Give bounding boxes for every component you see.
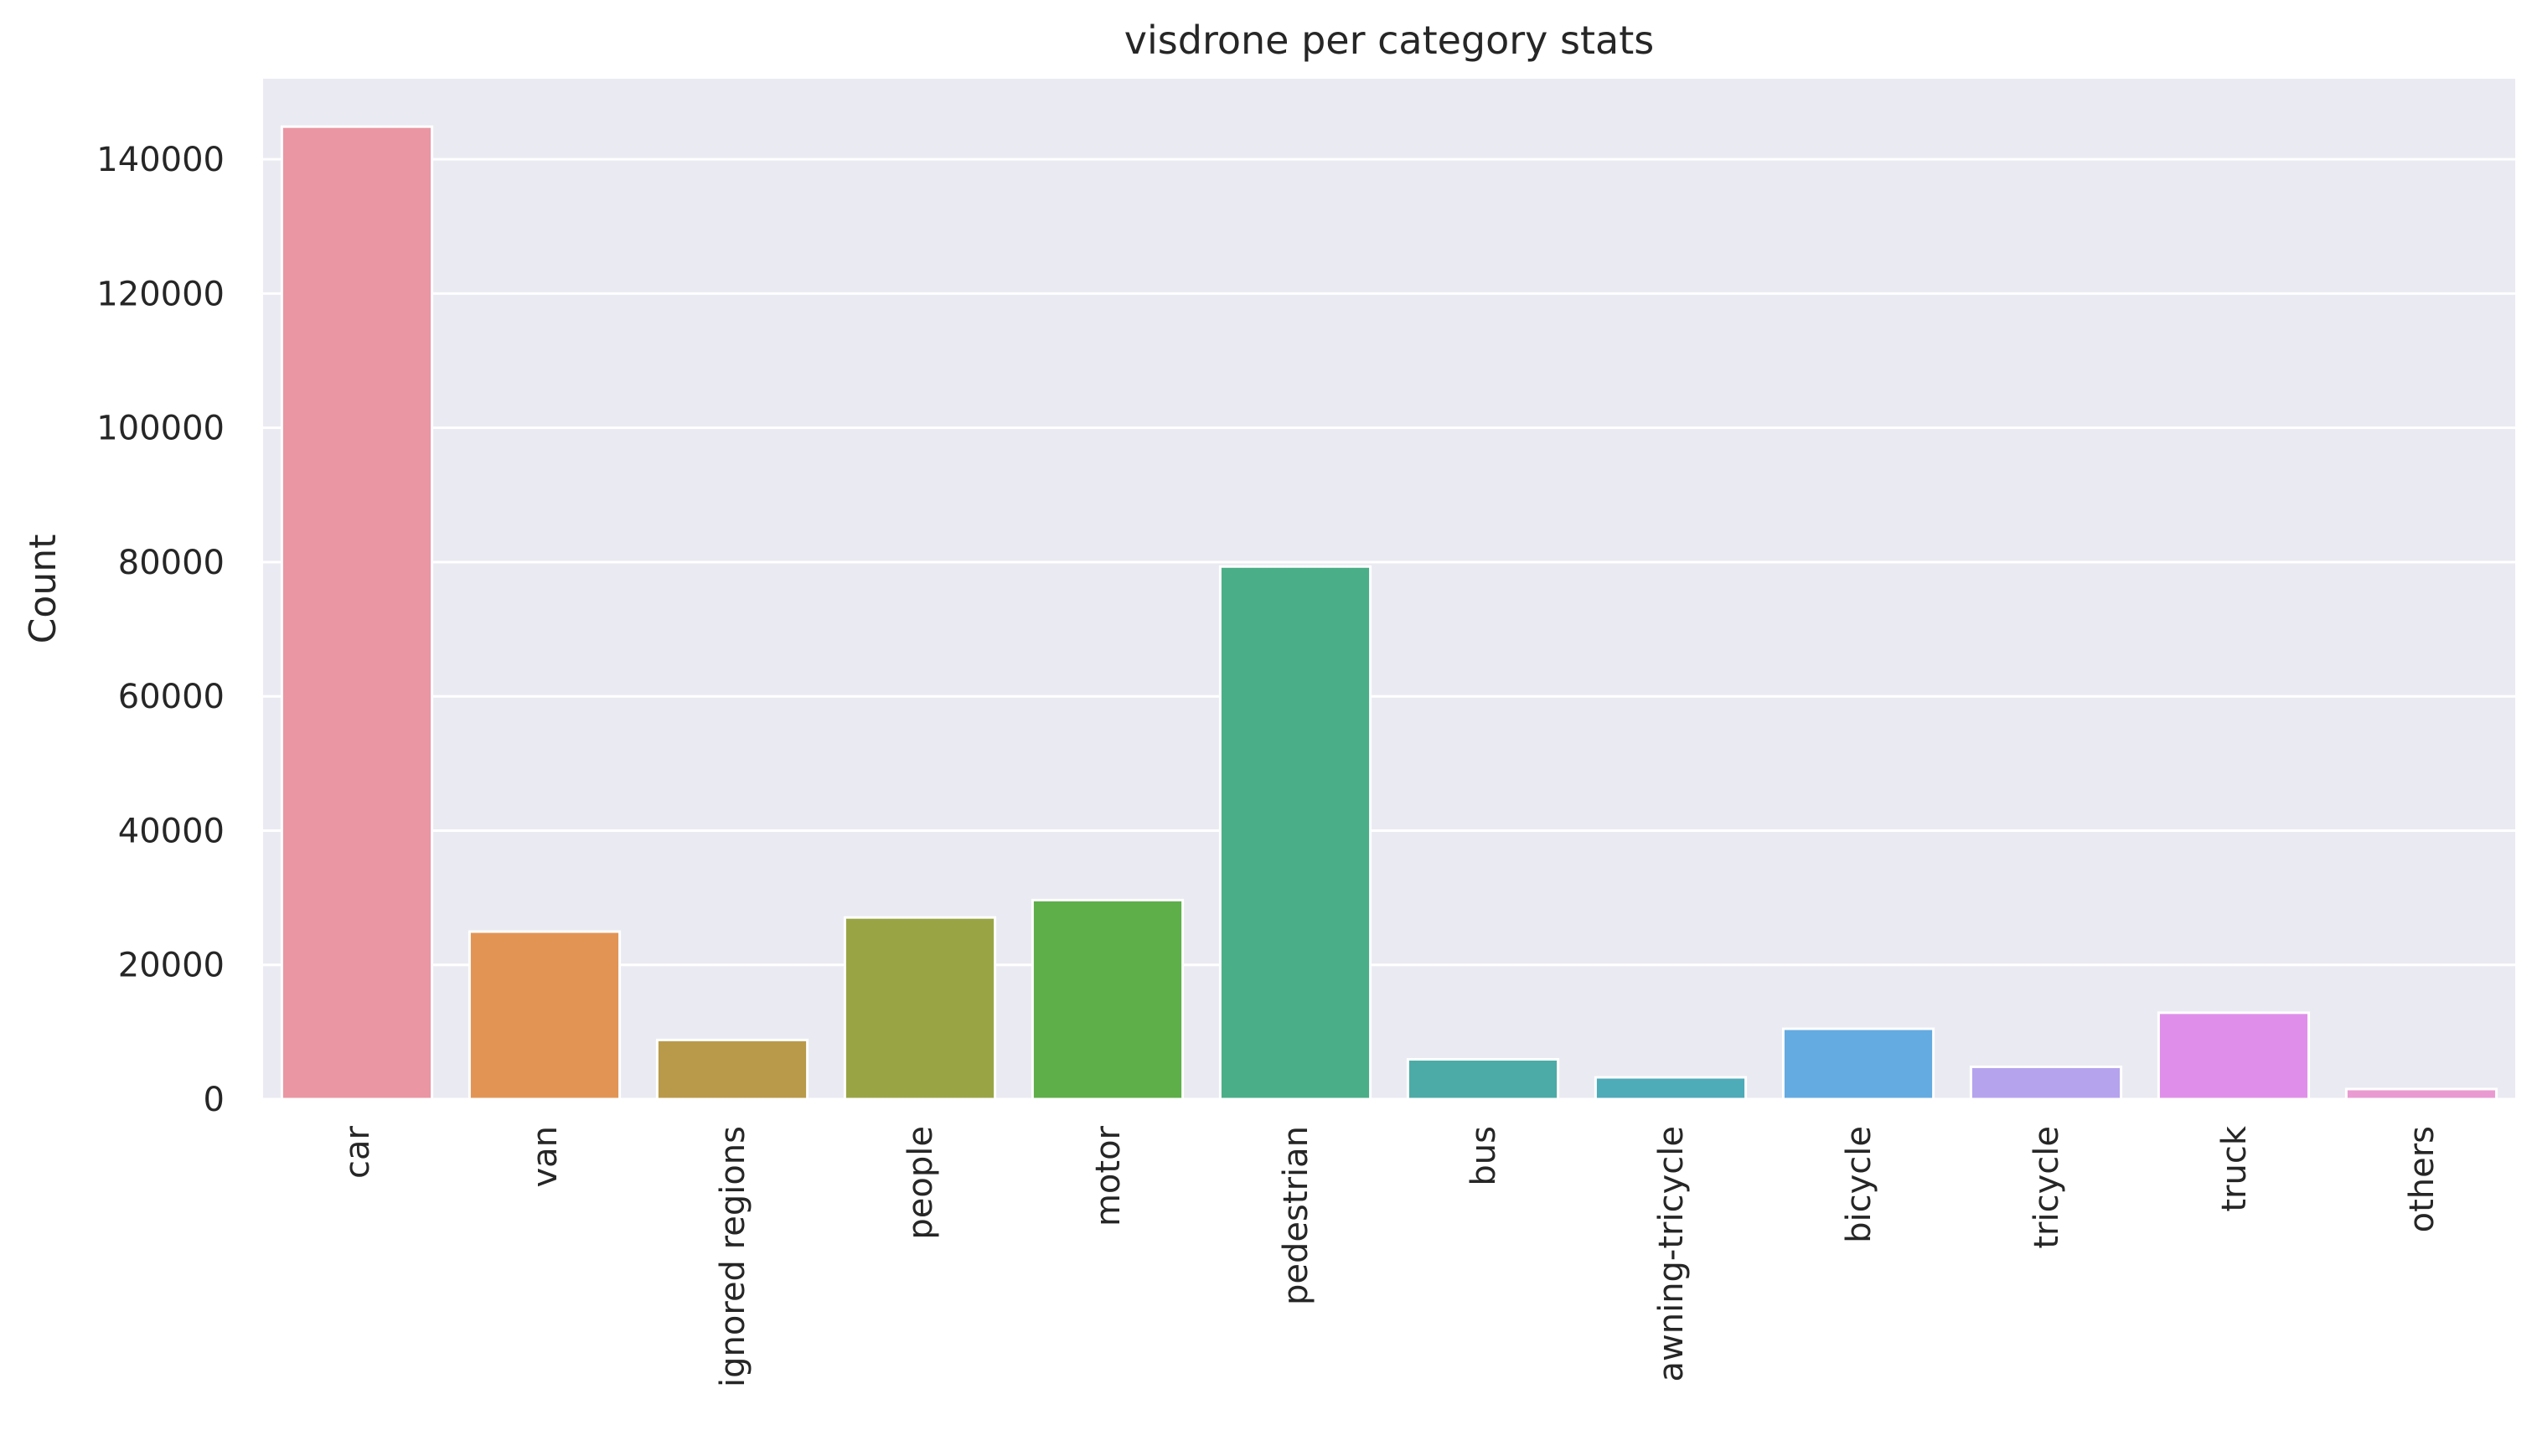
- y-tick-label: 100000: [96, 410, 225, 448]
- bars: [280, 125, 2498, 1101]
- x-tick-label: motor: [1089, 1125, 1128, 1226]
- y-tick-label: 20000: [118, 947, 225, 985]
- x-tick-label: awning-tricycle: [1652, 1126, 1691, 1382]
- x-tick-label: pedestrian: [1277, 1126, 1315, 1305]
- bar-bus: [1406, 1058, 1560, 1101]
- y-tick-label: 40000: [118, 812, 225, 850]
- x-tick-label: car: [338, 1125, 377, 1179]
- bar-others: [2344, 1087, 2498, 1101]
- bar-people: [843, 916, 997, 1101]
- bar-car: [280, 125, 434, 1101]
- y-axis-label: Count: [22, 534, 65, 644]
- bar-truck: [2157, 1011, 2311, 1101]
- x-tick-label: truck: [2215, 1125, 2254, 1211]
- x-tick-label: others: [2403, 1126, 2441, 1232]
- x-tick-label: ignored regions: [714, 1126, 752, 1387]
- x-tick-label: people: [902, 1126, 940, 1240]
- bar-ignored-regions: [655, 1038, 809, 1101]
- y-tick-labels: 0 20000 40000 60000 80000 100000 120000 140000: [96, 141, 225, 1119]
- bar-awning-tricycle: [1594, 1076, 1748, 1101]
- x-tick-label: bus: [1465, 1126, 1503, 1186]
- y-tick-label: 140000: [96, 141, 225, 179]
- bar-motor: [1031, 898, 1185, 1101]
- y-tick-label: 80000: [118, 544, 225, 582]
- bar-tricycle: [1969, 1065, 2123, 1101]
- chart-title: visdrone per category stats: [1124, 18, 1654, 63]
- y-tick-label: 60000: [118, 678, 225, 716]
- bar-bicycle: [1781, 1027, 1935, 1101]
- plot-area: [263, 79, 2515, 1099]
- y-tick-label: 0: [204, 1081, 225, 1119]
- x-tick-label: van: [526, 1126, 565, 1188]
- x-tick-labels: car van ignored regions people motor pedestri…: [338, 1125, 2441, 1387]
- x-tick-label: bicycle: [1840, 1126, 1878, 1243]
- y-tick-label: 120000: [96, 275, 225, 313]
- gridlines: [263, 157, 2515, 1101]
- bar-pedestrian: [1218, 565, 1372, 1101]
- bar-van: [468, 930, 622, 1101]
- x-tick-label: tricycle: [2028, 1126, 2066, 1249]
